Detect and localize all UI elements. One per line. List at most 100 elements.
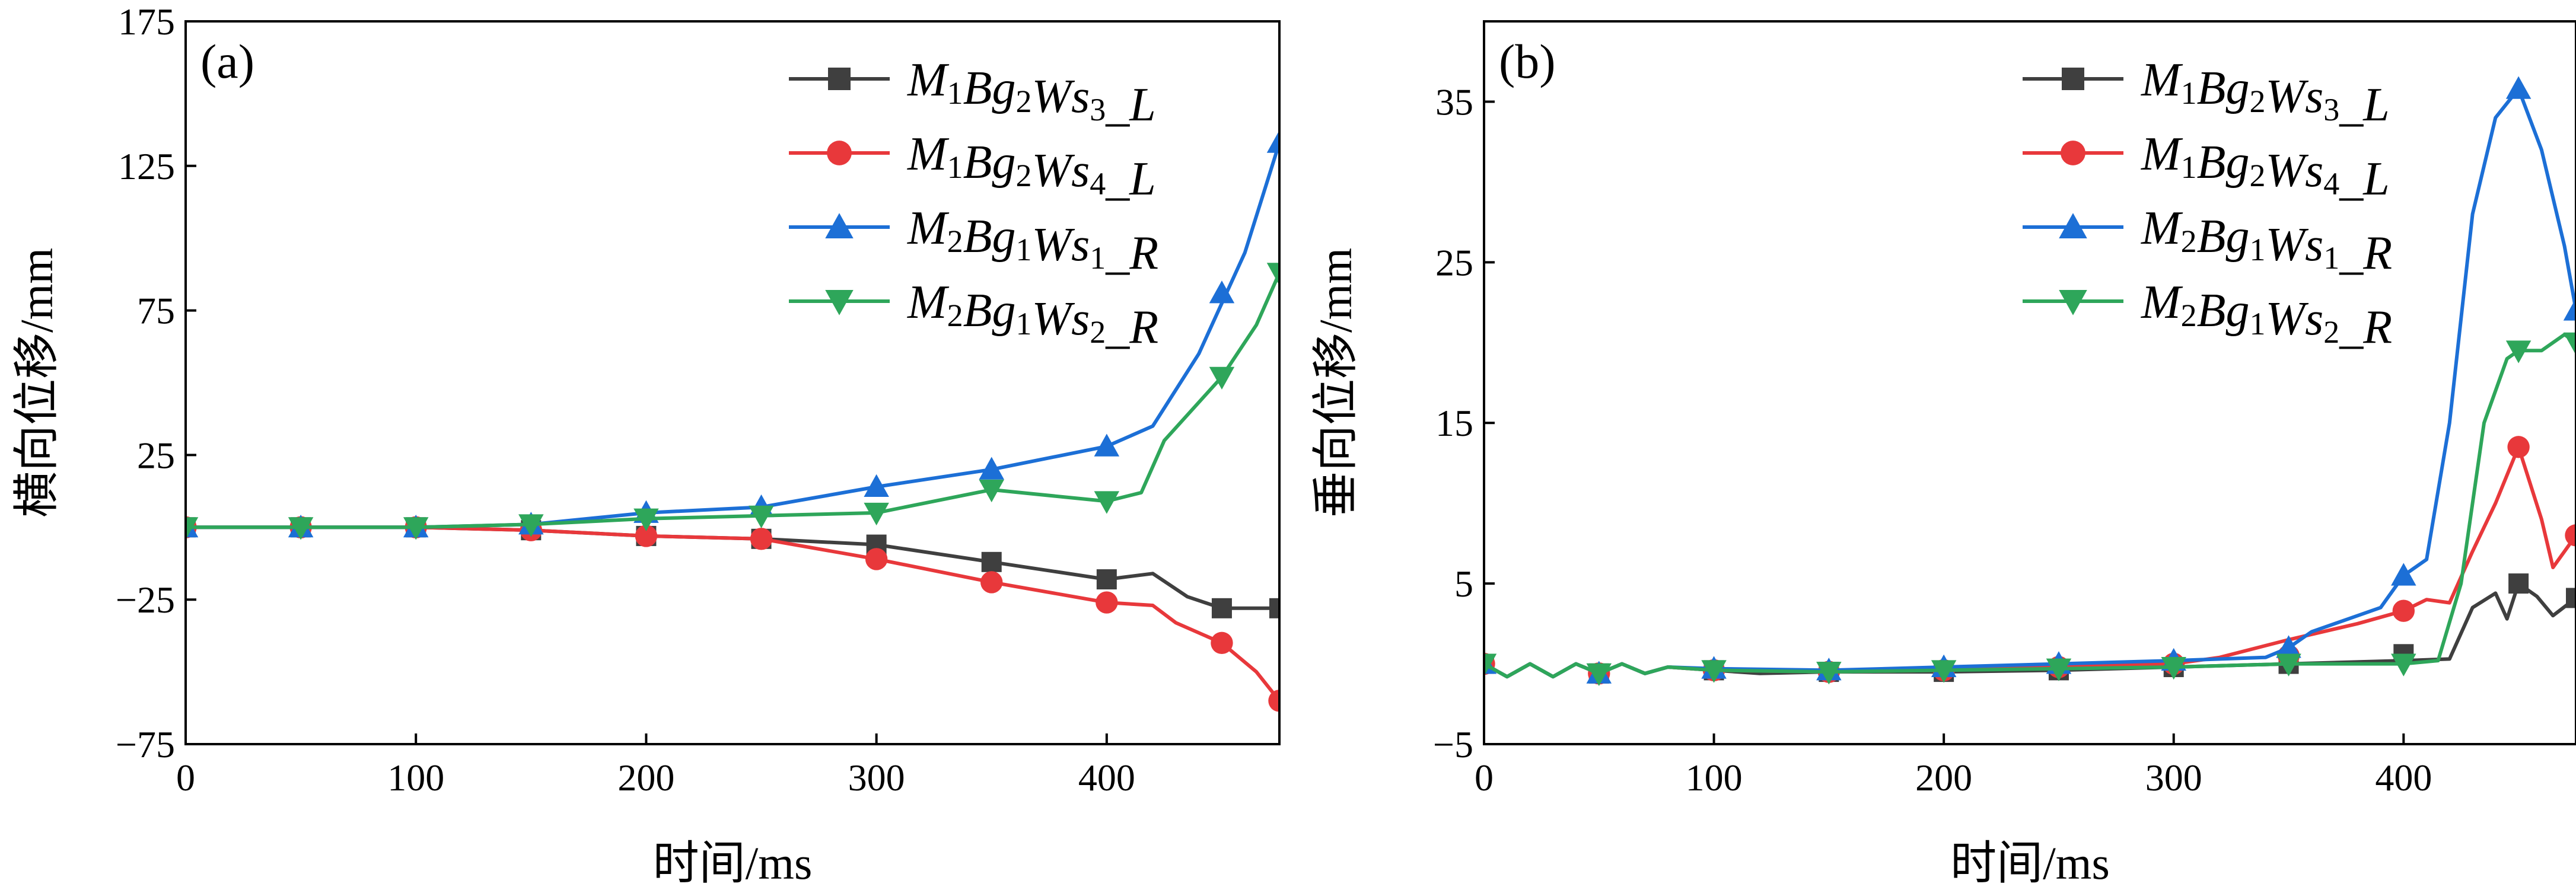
- data-point-M2Bg1Ws2_R: [1586, 663, 1612, 687]
- data-point-M1Bg2Ws3_L: [1211, 598, 1232, 618]
- legend-label-part: M: [907, 54, 950, 106]
- legend-label-subscript: 1: [2181, 149, 2197, 185]
- legend-marker: [2059, 213, 2087, 238]
- y-tick-label: 125: [118, 145, 175, 187]
- legend-label-part: Ws: [1032, 71, 1090, 123]
- legend-label-part: Ws: [1032, 219, 1090, 271]
- plot-frame: [184, 20, 1281, 745]
- x-tick-label: 0: [176, 757, 195, 799]
- data-point-M2Bg1Ws1_R: [2563, 298, 2576, 321]
- legend-marker: [2061, 141, 2085, 165]
- data-point-M2Bg1Ws2_R: [1484, 653, 1497, 677]
- plot-frame: [1483, 20, 2576, 745]
- x-tick-label: 400: [2375, 757, 2432, 799]
- legend-item: M1Bg2Ws3_L: [2023, 54, 2390, 131]
- legend-label-part: _R: [1105, 301, 1158, 353]
- legend-label-subscript: 3: [2323, 92, 2339, 127]
- data-point-M2Bg1Ws2_R: [2391, 653, 2416, 677]
- legend-marker: [827, 141, 852, 165]
- series-line-M2Bg1Ws2_R: [186, 272, 1279, 529]
- data-point-M2Bg1Ws2_R: [2161, 656, 2186, 680]
- data-point-M2Bg1Ws2_R: [186, 517, 199, 540]
- legend-label-subscript: 3: [1090, 92, 1106, 127]
- legend-label: M2Bg1Ws1_R: [2141, 202, 2392, 279]
- data-point-M2Bg1Ws2_R: [2505, 340, 2532, 363]
- legend-label-subscript: 2: [1016, 158, 1032, 193]
- x-tick-label: 300: [848, 757, 905, 799]
- data-point-M1Bg2Ws4_L: [2392, 599, 2415, 622]
- legend-label-part: Bg: [963, 285, 1016, 337]
- legend-label-subscript: 1: [1090, 240, 1106, 276]
- legend-label-subscript: 2: [1090, 314, 1106, 350]
- legend-label-subscript: 2: [2250, 84, 2266, 119]
- legend-label-part: M: [907, 128, 950, 180]
- y-axis-label: 横向位移/mm: [11, 248, 62, 518]
- data-point-M2Bg1Ws2_R: [979, 479, 1004, 503]
- legend-marker: [825, 290, 854, 315]
- legend-label-part: _L: [2339, 79, 2390, 131]
- series-line-M1Bg2Ws4_L: [186, 525, 1279, 702]
- y-tick-label: 35: [1435, 81, 1473, 123]
- legend-item: M1Bg2Ws4_L: [2023, 128, 2390, 205]
- plot-area: [186, 130, 1279, 712]
- data-point-M2Bg1Ws1_R: [1094, 433, 1120, 457]
- legend-item: M2Bg1Ws1_R: [789, 202, 1158, 279]
- data-point-M2Bg1Ws2_R: [2046, 658, 2072, 681]
- legend-label-part: M: [907, 202, 950, 254]
- legend-item: M1Bg2Ws4_L: [789, 128, 1156, 205]
- data-point-M2Bg1Ws1_R: [2391, 563, 2416, 586]
- legend-label: M2Bg1Ws1_R: [907, 202, 1158, 279]
- data-point-M2Bg1Ws2_R: [633, 508, 659, 531]
- legend-marker: [2059, 290, 2087, 315]
- data-point-M2Bg1Ws2_R: [518, 514, 544, 537]
- legend-label-subscript: 2: [2181, 298, 2197, 333]
- x-tick-label: 400: [1078, 757, 1135, 799]
- legend-label-subscript: 2: [2181, 224, 2197, 259]
- legend-label: M2Bg1Ws2_R: [2141, 276, 2392, 353]
- legend-label-part: Bg: [2197, 285, 2250, 337]
- legend-label-part: Ws: [2266, 293, 2324, 345]
- legend-label-part: Bg: [963, 62, 1016, 114]
- x-tick-label: 100: [387, 757, 444, 799]
- legend-label-part: M: [2141, 202, 2183, 254]
- data-point-M2Bg1Ws2_R: [864, 502, 889, 526]
- data-point-M1Bg2Ws4_L: [750, 528, 773, 550]
- legend-label-subscript: 2: [2250, 158, 2266, 193]
- data-point-M1Bg2Ws3_L: [2508, 573, 2529, 594]
- data-point-M1Bg2Ws4_L: [865, 548, 888, 570]
- legend-label: M1Bg2Ws3_L: [907, 54, 1156, 131]
- panel-label: (a): [200, 34, 254, 88]
- legend-label-part: Ws: [2266, 71, 2324, 123]
- legend-label-subscript: 1: [2250, 232, 2266, 267]
- legend-label-part: Bg: [963, 210, 1016, 263]
- legend-label-part: _R: [2339, 227, 2392, 279]
- legend-label-part: M: [2141, 128, 2183, 180]
- legend-label-part: M: [2141, 276, 2183, 328]
- legend-label-subscript: 4: [2323, 166, 2339, 202]
- legend-label-subscript: 1: [2181, 75, 2197, 111]
- legend-label-subscript: 2: [2323, 314, 2339, 350]
- y-tick-label: −5: [1433, 723, 1473, 765]
- legend-label-subscript: 1: [1016, 306, 1032, 342]
- y-tick-label: 25: [137, 434, 175, 476]
- data-point-M2Bg1Ws2_R: [288, 517, 314, 540]
- legend-item: M2Bg1Ws2_R: [2023, 276, 2392, 353]
- data-point-M2Bg1Ws2_R: [1816, 662, 1842, 685]
- data-point-M2Bg1Ws2_R: [403, 517, 429, 540]
- legend-label-part: Bg: [2197, 136, 2250, 189]
- legend-label: M1Bg2Ws4_L: [907, 128, 1156, 205]
- series-line-M1Bg2Ws4_L: [1484, 445, 2576, 679]
- x-axis-label: 时间/ms: [1950, 837, 2110, 889]
- legend-label-subscript: 2: [1016, 84, 1032, 119]
- legend-item: M2Bg1Ws2_R: [789, 276, 1158, 353]
- plot-area: [1484, 76, 2576, 687]
- legend-label-subscript: 2: [947, 298, 963, 333]
- data-point-M2Bg1Ws2_R: [749, 505, 774, 529]
- data-point-M1Bg2Ws4_L: [1268, 690, 1279, 712]
- data-point-M2Bg1Ws2_R: [1209, 366, 1235, 390]
- data-point-M1Bg2Ws3_L: [1269, 598, 1279, 618]
- panel-label: (b): [1499, 34, 1556, 88]
